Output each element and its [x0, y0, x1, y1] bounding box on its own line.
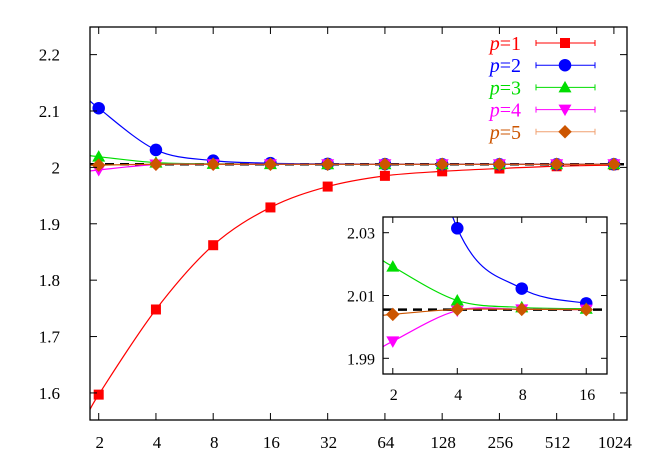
legend-entry-p=3: p=3	[488, 77, 596, 99]
x-tick-label: 8	[210, 433, 219, 452]
legend-label: p=5	[488, 122, 521, 144]
legend-label: p=2	[488, 55, 521, 77]
y-tick-label: 1.7	[39, 328, 61, 347]
square-marker-point	[208, 240, 219, 251]
diamond-marker-point	[91, 158, 106, 172]
series-p=4	[90, 159, 621, 177]
series-p=5	[90, 157, 621, 172]
legend-entry-p=1: p=1	[488, 33, 596, 55]
legend-label-var: p	[488, 33, 500, 55]
diamond-marker	[558, 125, 572, 139]
x-tick-label: 8	[519, 387, 527, 404]
y-tick-label: 2.1	[39, 102, 60, 121]
diamond-marker-point	[206, 157, 220, 171]
circle-marker	[558, 58, 572, 72]
y-tick-label: 2.01	[347, 289, 375, 306]
circle-marker-point	[451, 222, 464, 235]
plot-area	[90, 100, 627, 411]
legend-label: p=3	[488, 77, 521, 99]
square-marker	[560, 38, 570, 48]
legend-label-value: =3	[500, 77, 521, 99]
legend-label-value: =1	[500, 33, 521, 55]
diamond-marker-point	[450, 302, 465, 317]
fit-curve	[452, 217, 587, 304]
legend-label-var: p	[488, 122, 500, 144]
legend-label: p=4	[488, 100, 521, 122]
square-marker-point	[93, 389, 104, 400]
square-marker-point	[150, 304, 161, 315]
diamond-marker-point	[492, 157, 507, 172]
fit-curve	[90, 155, 614, 165]
x-tick-label: 16	[263, 433, 280, 452]
x-tick-label: 128	[430, 433, 456, 452]
legend-entry-p=4: p=4	[488, 100, 596, 122]
circle-marker-point	[149, 143, 163, 157]
main-plot: 2 4 8 16 32 64 128 256 512 1024 1.6 1.7 1.8 1.9 2 2.1 2.…	[39, 26, 633, 452]
legend-label-var: p	[488, 77, 500, 99]
x-tick-label: 16	[579, 387, 595, 404]
y-tick-label: 1.6	[39, 384, 60, 403]
square-marker-point	[322, 181, 333, 192]
plot-area	[383, 0, 607, 348]
legend-label-value: =4	[500, 100, 521, 122]
triangle-down-marker-point	[386, 336, 400, 348]
fit-curve	[90, 164, 614, 411]
diamond-marker-point	[607, 157, 621, 172]
legend-label-var: p	[488, 55, 500, 77]
x-tick-label: 1024	[598, 433, 633, 452]
diamond-marker-point	[378, 157, 392, 172]
x-tick-label: 32	[320, 433, 337, 452]
legend-label-value: =2	[500, 55, 521, 77]
circle-marker-point	[515, 282, 529, 295]
x-tick-label: 64	[377, 433, 395, 452]
y-tick-label: 2.03	[347, 226, 375, 243]
diamond-marker-point	[435, 157, 449, 172]
diamond-marker-point	[263, 157, 278, 172]
y-tick-label: 2.2	[39, 46, 60, 65]
legend-entry-p=2: p=2	[488, 55, 596, 77]
x-tick-label: 512	[545, 433, 571, 452]
series-p=2	[387, 0, 593, 310]
diamond-marker-point	[386, 307, 400, 322]
legend-entry-p=5: p=5	[488, 122, 596, 144]
y-tick-label: 1.99	[347, 351, 375, 368]
diamond-marker-point	[149, 157, 163, 171]
diamond-marker-point	[515, 302, 529, 317]
triangle-up-marker-point	[450, 294, 464, 306]
diamond-marker-point	[320, 157, 335, 172]
series-p=5	[383, 302, 593, 322]
x-tick-label: 2	[390, 387, 398, 404]
legend-label-value: =5	[500, 122, 521, 144]
x-tick-label: 2	[95, 433, 104, 452]
legend-label: p=1	[488, 33, 521, 55]
x-tick-label: 4	[153, 433, 162, 452]
circle-marker-point	[387, 0, 400, 3]
triangle-down-marker	[558, 104, 572, 117]
y-tick-label: 2	[52, 158, 61, 177]
fit-curve	[90, 100, 614, 165]
diamond-marker-point	[549, 157, 564, 172]
panel-background	[383, 217, 607, 374]
legend-label-var: p	[488, 100, 500, 122]
square-marker-point	[437, 166, 448, 177]
square-marker-point	[379, 170, 390, 181]
y-tick-label: 1.8	[39, 271, 60, 290]
triangle-up-marker-point	[92, 150, 106, 162]
legend: p=1p=2p=3p=4p=5	[488, 33, 596, 144]
diamond-marker-point	[579, 302, 593, 317]
square-marker-point	[265, 202, 276, 213]
y-tick-label: 1.9	[39, 215, 60, 234]
triangle-up-marker	[558, 80, 572, 93]
x-tick-label: 4	[454, 387, 462, 404]
circle-marker-point	[92, 101, 105, 115]
x-tick-label: 256	[488, 433, 514, 452]
triangle-up-marker-point	[386, 260, 400, 272]
inset-plot: 2 4 8 16 1.99 2.01 2.03	[347, 0, 608, 404]
